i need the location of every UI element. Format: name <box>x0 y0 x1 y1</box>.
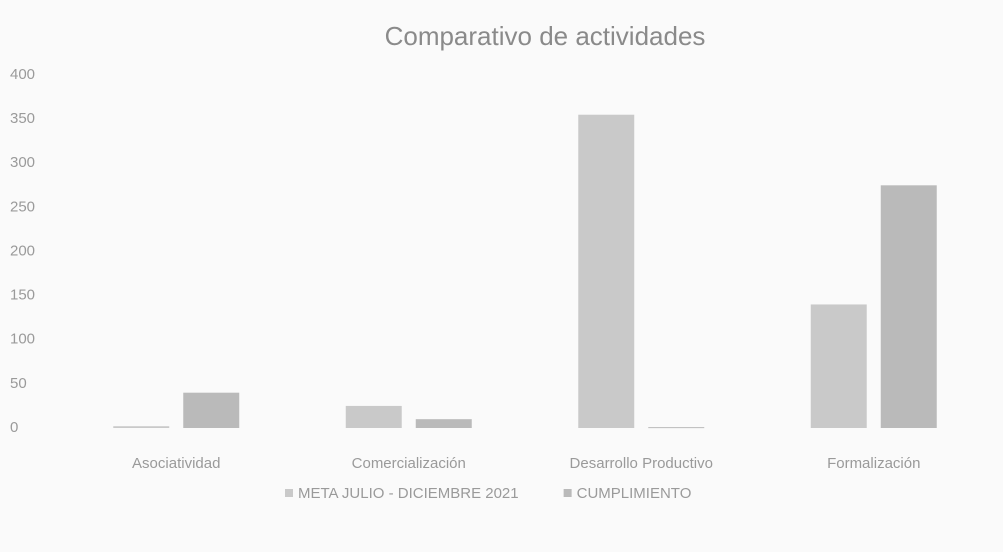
chart-title: Comparativo de actividades <box>385 21 706 51</box>
bar <box>183 392 240 428</box>
legend-swatch <box>563 489 572 497</box>
y-tick-label: 350 <box>10 110 35 127</box>
bar <box>415 419 472 428</box>
legend-label: CUMPLIMIENTO <box>577 485 692 502</box>
legend-label: META JULIO - DICIEMBRE 2021 <box>298 485 519 502</box>
y-tick-label: 50 <box>10 375 27 392</box>
y-tick-label: 100 <box>10 331 35 348</box>
y-tick-label: 150 <box>10 287 35 304</box>
x-tick-label: Desarrollo Productivo <box>570 455 713 472</box>
y-tick-label: 250 <box>10 198 35 215</box>
x-tick-label: Asociatividad <box>132 455 220 472</box>
bar <box>810 304 867 428</box>
bar <box>880 185 937 428</box>
y-tick-label: 400 <box>10 66 35 83</box>
bar <box>113 426 170 428</box>
y-tick-label: 200 <box>10 242 35 259</box>
x-tick-label: Formalización <box>827 455 920 472</box>
x-tick-label: Comercialización <box>352 455 466 472</box>
legend-swatch <box>285 489 293 497</box>
y-tick-label: 300 <box>10 154 35 171</box>
bar <box>578 114 635 429</box>
y-tick-label: 0 <box>10 419 18 436</box>
bar <box>648 427 705 429</box>
bar <box>345 405 402 428</box>
